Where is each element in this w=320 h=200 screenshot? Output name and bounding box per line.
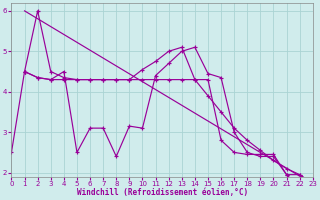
X-axis label: Windchill (Refroidissement éolien,°C): Windchill (Refroidissement éolien,°C) <box>76 188 248 197</box>
